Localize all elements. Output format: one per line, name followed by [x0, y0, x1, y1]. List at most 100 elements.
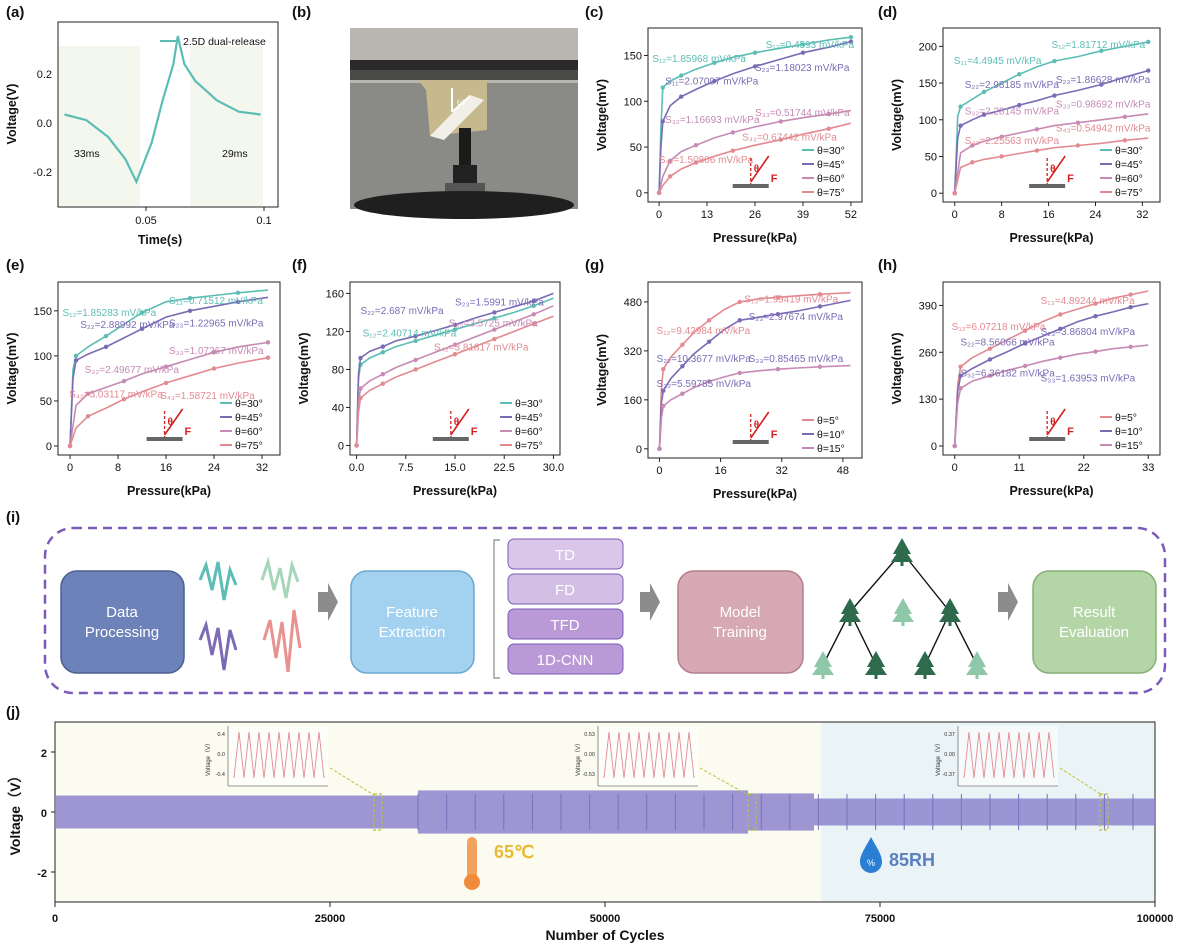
legend-label: θ=75° — [817, 187, 845, 199]
legend-label: θ=75° — [1115, 187, 1143, 199]
x-tick-label: 8 — [999, 209, 1005, 221]
panel-j: 65℃ % 85RH 0.40.0-0.4Voltage（V）0.530.00-… — [7, 721, 1173, 943]
x-tick-label: 16 — [160, 462, 172, 474]
sensitivity-annotation: S₃₃=1.63953 mV/kPa — [1041, 374, 1136, 385]
sensitivity-annotation: S₂₃=3.86804 mV/kPa — [1041, 327, 1136, 338]
feature-box — [507, 573, 624, 605]
y-tick-label: 150 — [919, 78, 937, 90]
tree-node-icon — [966, 659, 988, 675]
sensitivity-annotation: S₂₃=1.22965 mV/kPa — [169, 318, 264, 329]
data-point — [187, 296, 193, 301]
data-point — [680, 342, 685, 347]
legend-label: θ=10° — [1115, 426, 1143, 438]
tree-node-icon — [891, 546, 913, 562]
inset-background — [598, 726, 698, 786]
y-tick-label: 480 — [624, 297, 642, 309]
decision-tree-diagram — [812, 538, 988, 679]
y-tick-label: 130 — [919, 394, 937, 406]
workflow-dashed-frame — [43, 526, 1167, 695]
series-line-θ=15° — [953, 344, 1149, 447]
data-point — [970, 143, 975, 148]
legend-label: θ=60° — [235, 426, 263, 438]
data-point — [452, 327, 458, 332]
tree-node-icon — [939, 606, 961, 622]
data-point — [657, 446, 662, 452]
data-point — [987, 357, 993, 362]
x-axis-label: Pressure(kPa) — [127, 484, 211, 498]
tree-node-icon — [812, 659, 834, 675]
tree-trunk — [923, 675, 927, 679]
panel-d: 0 8 16 24 32 0 50 100 150 200 Pressure(kPa) Voltage… — [890, 27, 1161, 245]
legend-label: θ=30° — [1115, 145, 1143, 157]
y-tick-label: 260 — [919, 347, 937, 359]
legend-label: θ=5° — [817, 415, 839, 427]
model-training-box — [677, 570, 804, 674]
panel-label-g: (g) — [585, 257, 604, 274]
legend-label: θ=75° — [515, 440, 543, 452]
time-note-right: 29ms — [222, 148, 248, 160]
panel-f: 0.0 7.5 15.0 22.5 30.0 0 40 80 120 160 Pressure(kP… — [297, 281, 564, 498]
substrate-bar — [1029, 437, 1066, 441]
direction-arrow-diag — [451, 95, 471, 113]
thermometer-bulb — [464, 874, 480, 890]
data-point — [265, 340, 271, 345]
sensitivity-annotation: S₄₂=2.25563 mV/kPa — [965, 136, 1060, 147]
series-line-θ=10° — [953, 302, 1149, 447]
series-line-θ=60° — [69, 341, 269, 447]
data-point — [958, 386, 963, 391]
data-point — [958, 123, 963, 128]
data-point — [235, 299, 241, 305]
data-point — [103, 344, 109, 350]
y-tick-label: 0 — [338, 440, 344, 452]
data-point — [730, 148, 736, 153]
data-point — [848, 39, 854, 44]
tree-trunk — [821, 675, 825, 679]
y-tick--0.2: -0.2 — [33, 167, 52, 179]
data-point — [265, 355, 271, 360]
series-line-θ=60° — [953, 113, 1149, 194]
data-point — [492, 315, 497, 321]
data-point — [706, 318, 712, 323]
sensitivity-annotation: S₁₃=0.71512 mV/kPa — [169, 296, 263, 307]
data-point — [981, 112, 987, 117]
x-tick-label: 16 — [714, 465, 726, 477]
sensitivity-annotation: S₂₃=2.97674 mV/kPa — [749, 312, 844, 323]
data-point — [85, 391, 91, 396]
data-point — [1022, 341, 1028, 346]
y-tick-label: 0 — [931, 441, 937, 453]
legend-label: θ=60° — [817, 173, 845, 185]
result-evaluation-box — [1032, 570, 1157, 674]
data-point — [775, 295, 781, 300]
sensitivity-annotation: S₃₂=5.59785 mV/kPa — [657, 379, 752, 390]
legend-label: θ=5° — [1115, 412, 1137, 424]
y-axis-label: Voltage(mV) — [5, 333, 19, 405]
feature-label: TFD — [550, 617, 579, 634]
data-point — [999, 154, 1004, 159]
sensitivity-annotation: S₄₂=1.50806 mV/kPa — [659, 155, 754, 166]
legend-label: θ=15° — [1115, 440, 1143, 452]
data-point — [952, 443, 957, 449]
sensitivity-annotation: S₁₂=1.81712 mV/kPa — [1052, 40, 1146, 51]
data-point — [660, 119, 665, 124]
data-point — [1017, 102, 1022, 108]
data-point — [1022, 328, 1028, 333]
sensitivity-annotation: S₃₂=1.16693 mV/kPa — [665, 115, 760, 126]
y-tick-0.2: 0.2 — [37, 69, 52, 81]
sensitivity-annotation: S₃₃=0.85465 mV/kPa — [749, 354, 844, 365]
data-point — [752, 64, 758, 69]
legend-label: θ=75° — [235, 440, 263, 452]
data-point — [667, 174, 673, 179]
data-point — [693, 143, 699, 148]
data-point — [679, 94, 684, 99]
humidity-symbol: % — [867, 858, 875, 868]
x-tick-label: 22.5 — [494, 462, 515, 474]
y-axis-label: Voltage(mV) — [297, 333, 311, 405]
sensitivity-annotation: S₂₃=1.5991 mV/kPa — [455, 298, 544, 309]
y-tick-label: 50 — [40, 396, 52, 408]
plot-frame — [942, 281, 1161, 456]
omega-symbol: ω — [457, 97, 465, 108]
y-axis-label: Voltage(mV) — [890, 79, 904, 151]
x-tick-0.05: 0.05 — [135, 215, 156, 227]
data-point — [661, 403, 666, 409]
